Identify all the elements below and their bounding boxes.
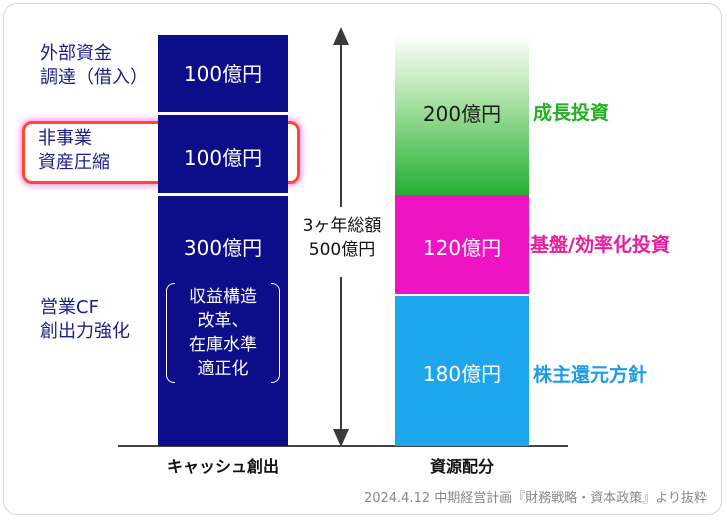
total-label: 3ヶ年総額 500億円 (284, 214, 400, 262)
cash-value-external: 100億円 (183, 62, 263, 86)
source-note: 2024.4.12 中期経営計画『財務戦略・資本政策』より抜粋 (363, 491, 707, 506)
note-bracket-left (166, 283, 175, 383)
cash-note: 収益構造 改革、 在庫水準 適正化 (158, 285, 288, 381)
alloc-value-growth: 200億円 (422, 102, 502, 126)
total-arrow (330, 27, 352, 447)
cash-column-title: キャッシュ創出 (166, 457, 279, 476)
alloc-value-shareholder: 180億円 (422, 362, 502, 386)
double-arrow-icon (333, 27, 349, 447)
alloc-value-base: 120億円 (422, 236, 502, 260)
label-external-line1: 外部資金 (40, 43, 112, 64)
category-base: 基盤/効率化投資 (530, 234, 670, 256)
cash-segment-external (158, 35, 288, 112)
label-external-funding: 外部資金 調達（借入） (40, 42, 148, 90)
category-growth: 成長投資 (533, 102, 610, 124)
alloc-segment-growth (395, 35, 529, 195)
cash-note-line4: 適正化 (197, 359, 249, 379)
cash-note-line2: 改革、 (197, 311, 249, 331)
alloc-column-title: 資源配分 (429, 457, 494, 476)
total-line1: 3ヶ年総額 (302, 216, 382, 236)
cash-note-line1: 収益構造 (189, 287, 257, 307)
cash-value-nonbusiness: 100億円 (183, 146, 263, 170)
label-operating-line2: 創出力強化 (40, 321, 130, 342)
cash-segment-operating (158, 196, 288, 446)
label-operating-line1: 営業CF (40, 297, 99, 318)
alloc-segment-base (395, 195, 529, 294)
slide-frame (3, 3, 722, 515)
label-operating-cf: 営業CF 創出力強化 (40, 296, 130, 344)
cash-segment-nonbusiness (158, 115, 288, 193)
label-nonbusiness-assets: 非事業 資産圧縮 (38, 127, 110, 175)
label-nonbusiness-line1: 非事業 (38, 128, 92, 149)
total-line2: 500億円 (308, 240, 376, 260)
label-nonbusiness-line2: 資産圧縮 (38, 152, 110, 173)
cash-note-line3: 在庫水準 (189, 335, 257, 355)
alloc-segment-shareholder (395, 296, 529, 446)
label-external-line2: 調達（借入） (40, 67, 148, 88)
baseline (118, 445, 568, 447)
cash-value-operating: 300億円 (183, 236, 263, 260)
category-shareholder: 株主還元方針 (533, 364, 648, 386)
